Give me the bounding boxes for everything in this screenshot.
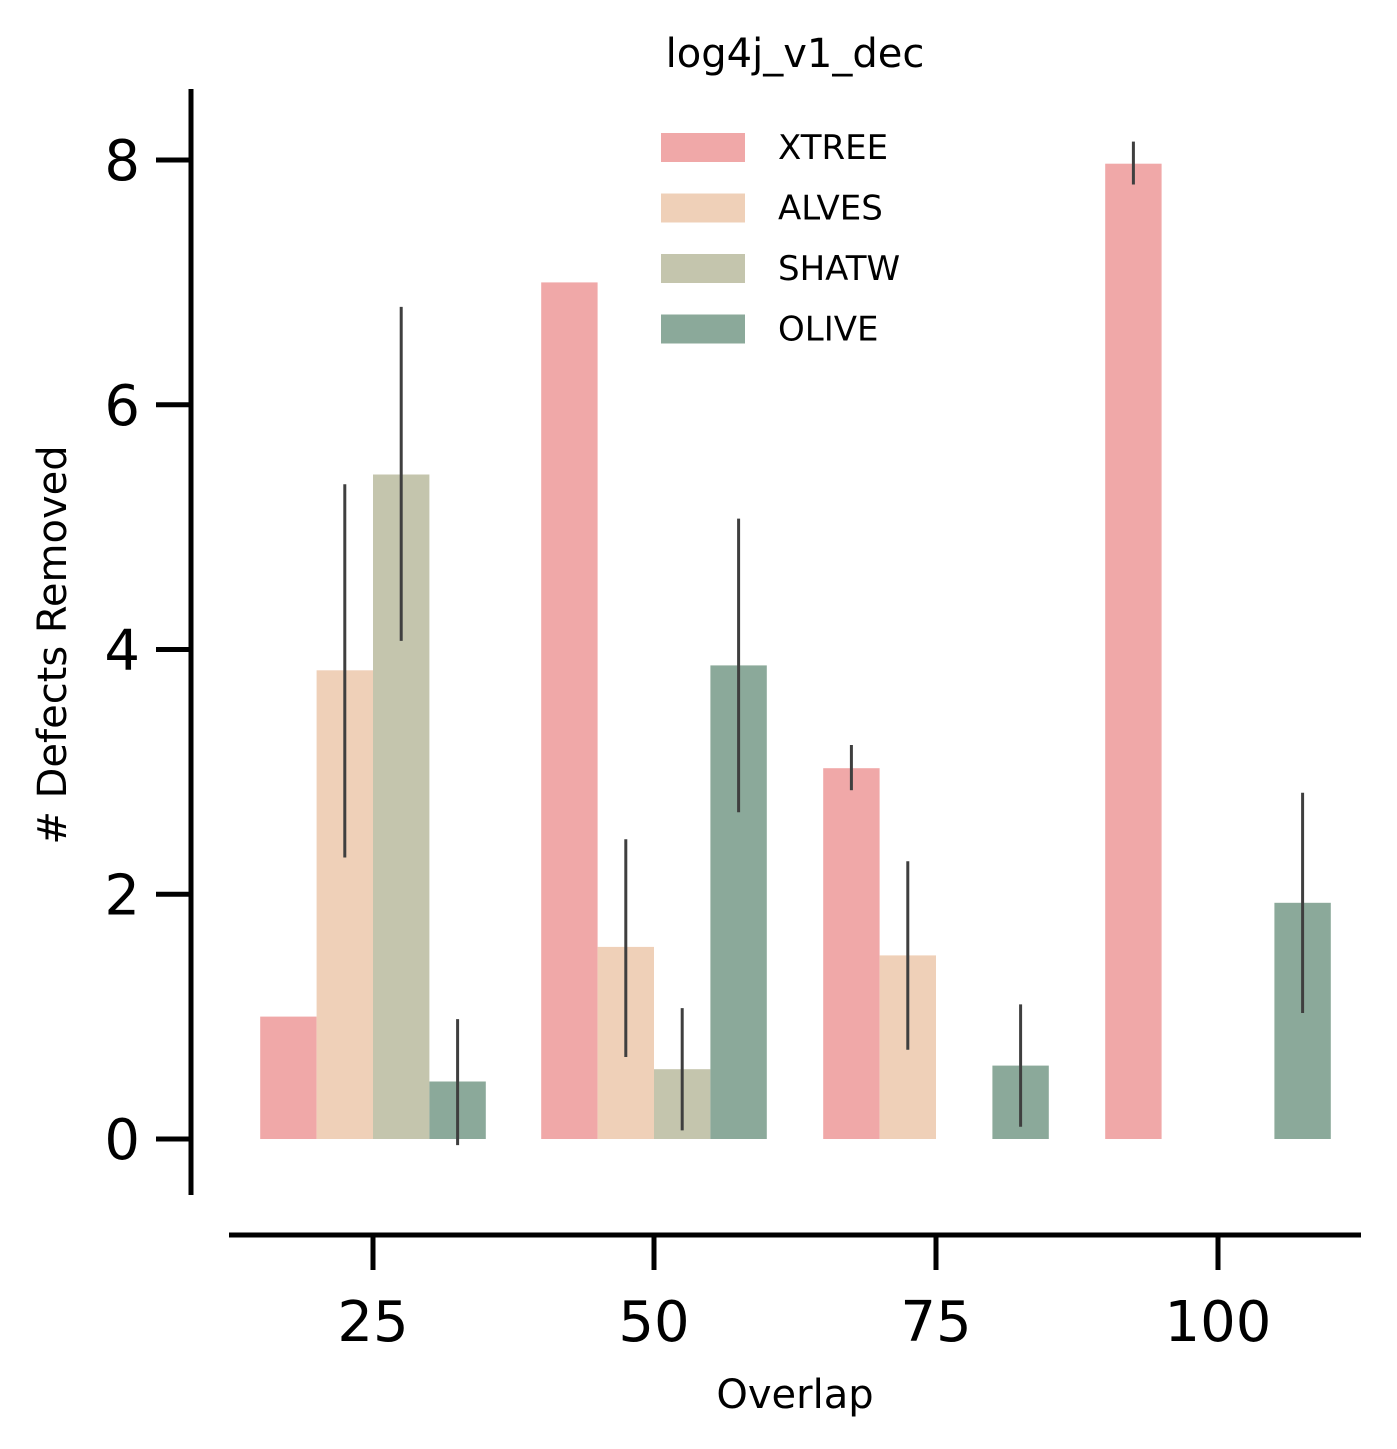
y-tick-label-6: 6 [104,374,140,439]
bar-xtree-100 [1105,163,1162,1139]
legend: XTREE ALVES SHATW OLIVE [661,128,900,350]
x-tick-label-75: 75 [900,1290,971,1355]
legend-label-alves: ALVES [778,189,883,229]
bars-group [260,163,1331,1139]
legend-swatch-alves [661,193,745,223]
legend-swatch-olive [661,314,745,344]
legend-label-shatw: SHATW [778,249,900,289]
x-tick-label-25: 25 [337,1290,408,1355]
legend-label-xtree: XTREE [778,128,888,168]
y-tick-label-8: 8 [104,129,140,194]
x-axis-label: Overlap [716,1372,873,1418]
legend-label-olive: OLIVE [778,310,878,350]
y-axis-label: # Defects Removed [30,445,76,844]
x-tick-label-50: 50 [618,1290,689,1355]
error-bars-group [343,141,1305,1146]
y-tick-label-2: 2 [104,863,140,928]
chart-title: log4j_v1_dec [666,31,925,77]
y-tick-label-0: 0 [104,1108,140,1173]
legend-swatch-shatw [661,254,745,283]
x-axis: 25 50 75 100 [229,1232,1361,1355]
y-axis: 0 2 4 6 8 [104,89,194,1195]
bar-xtree-25 [260,1016,317,1139]
legend-swatch-xtree [661,133,745,162]
x-tick-label-100: 100 [1165,1290,1272,1355]
bar-xtree-75 [823,768,880,1139]
y-tick-label-4: 4 [104,619,140,684]
bar-xtree-50 [541,282,598,1139]
